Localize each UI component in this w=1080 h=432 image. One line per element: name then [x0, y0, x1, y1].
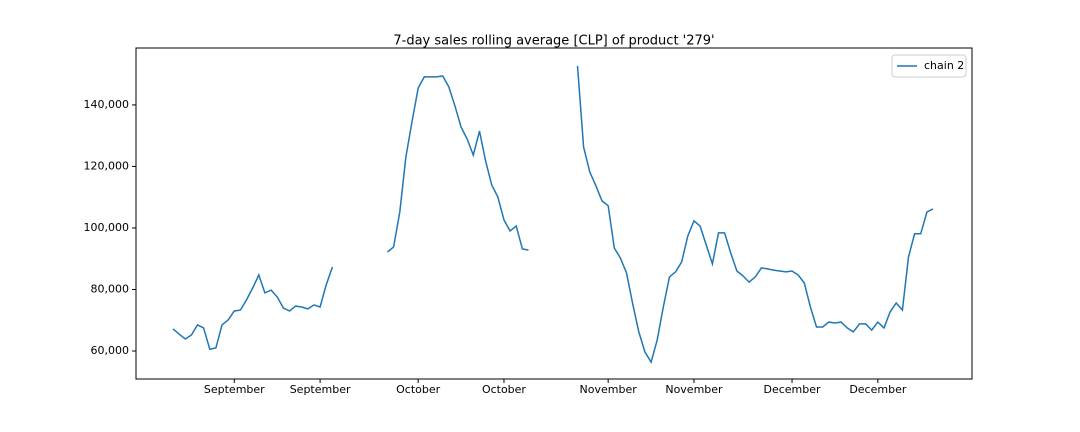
x-tick-label: September [204, 383, 265, 396]
y-tick-label: 80,000 [91, 282, 130, 295]
plot-area [135, 47, 973, 380]
x-tick-label: December [764, 383, 822, 396]
x-tick-label: October [482, 383, 526, 396]
y-tick-label: 100,000 [84, 221, 130, 234]
legend-label: chain 2 [924, 59, 964, 72]
x-tick-label: December [849, 383, 907, 396]
x-tick-label: October [396, 383, 440, 396]
legend-box [891, 54, 967, 78]
y-tick-label: 60,000 [91, 344, 130, 357]
y-tick-label: 120,000 [84, 159, 130, 172]
x-tick-label: November [580, 383, 638, 396]
line [172, 65, 934, 364]
x-tick-label: November [665, 383, 723, 396]
x-tick-label: September [290, 383, 351, 396]
y-tick-label: 140,000 [84, 98, 130, 111]
chart-title: 7-day sales rolling average [CLP] of pro… [393, 34, 714, 49]
